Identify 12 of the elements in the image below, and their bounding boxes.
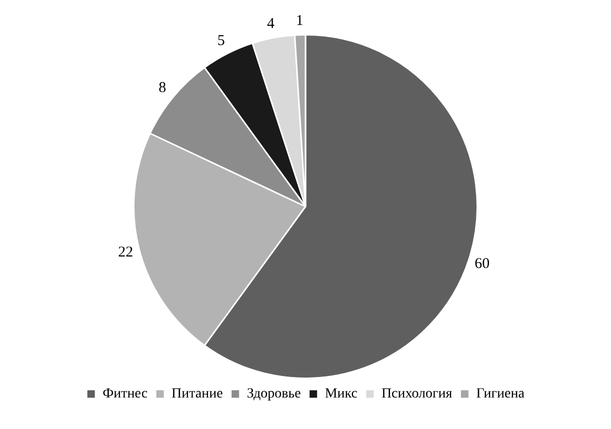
legend-label: Гигиена <box>476 386 526 402</box>
data-label: 22 <box>118 244 134 261</box>
legend-label: Здоровье <box>246 386 301 402</box>
legend-label: Фитнес <box>102 386 148 402</box>
legend-label: Психология <box>381 386 453 402</box>
legend-label: Питание <box>172 386 223 402</box>
data-label: 5 <box>217 32 225 49</box>
data-label: 4 <box>266 16 275 32</box>
legend-label: Микс <box>324 386 358 402</box>
data-label: 60 <box>474 256 490 272</box>
data-label: 8 <box>158 80 166 96</box>
data-label: 1 <box>296 12 304 29</box>
